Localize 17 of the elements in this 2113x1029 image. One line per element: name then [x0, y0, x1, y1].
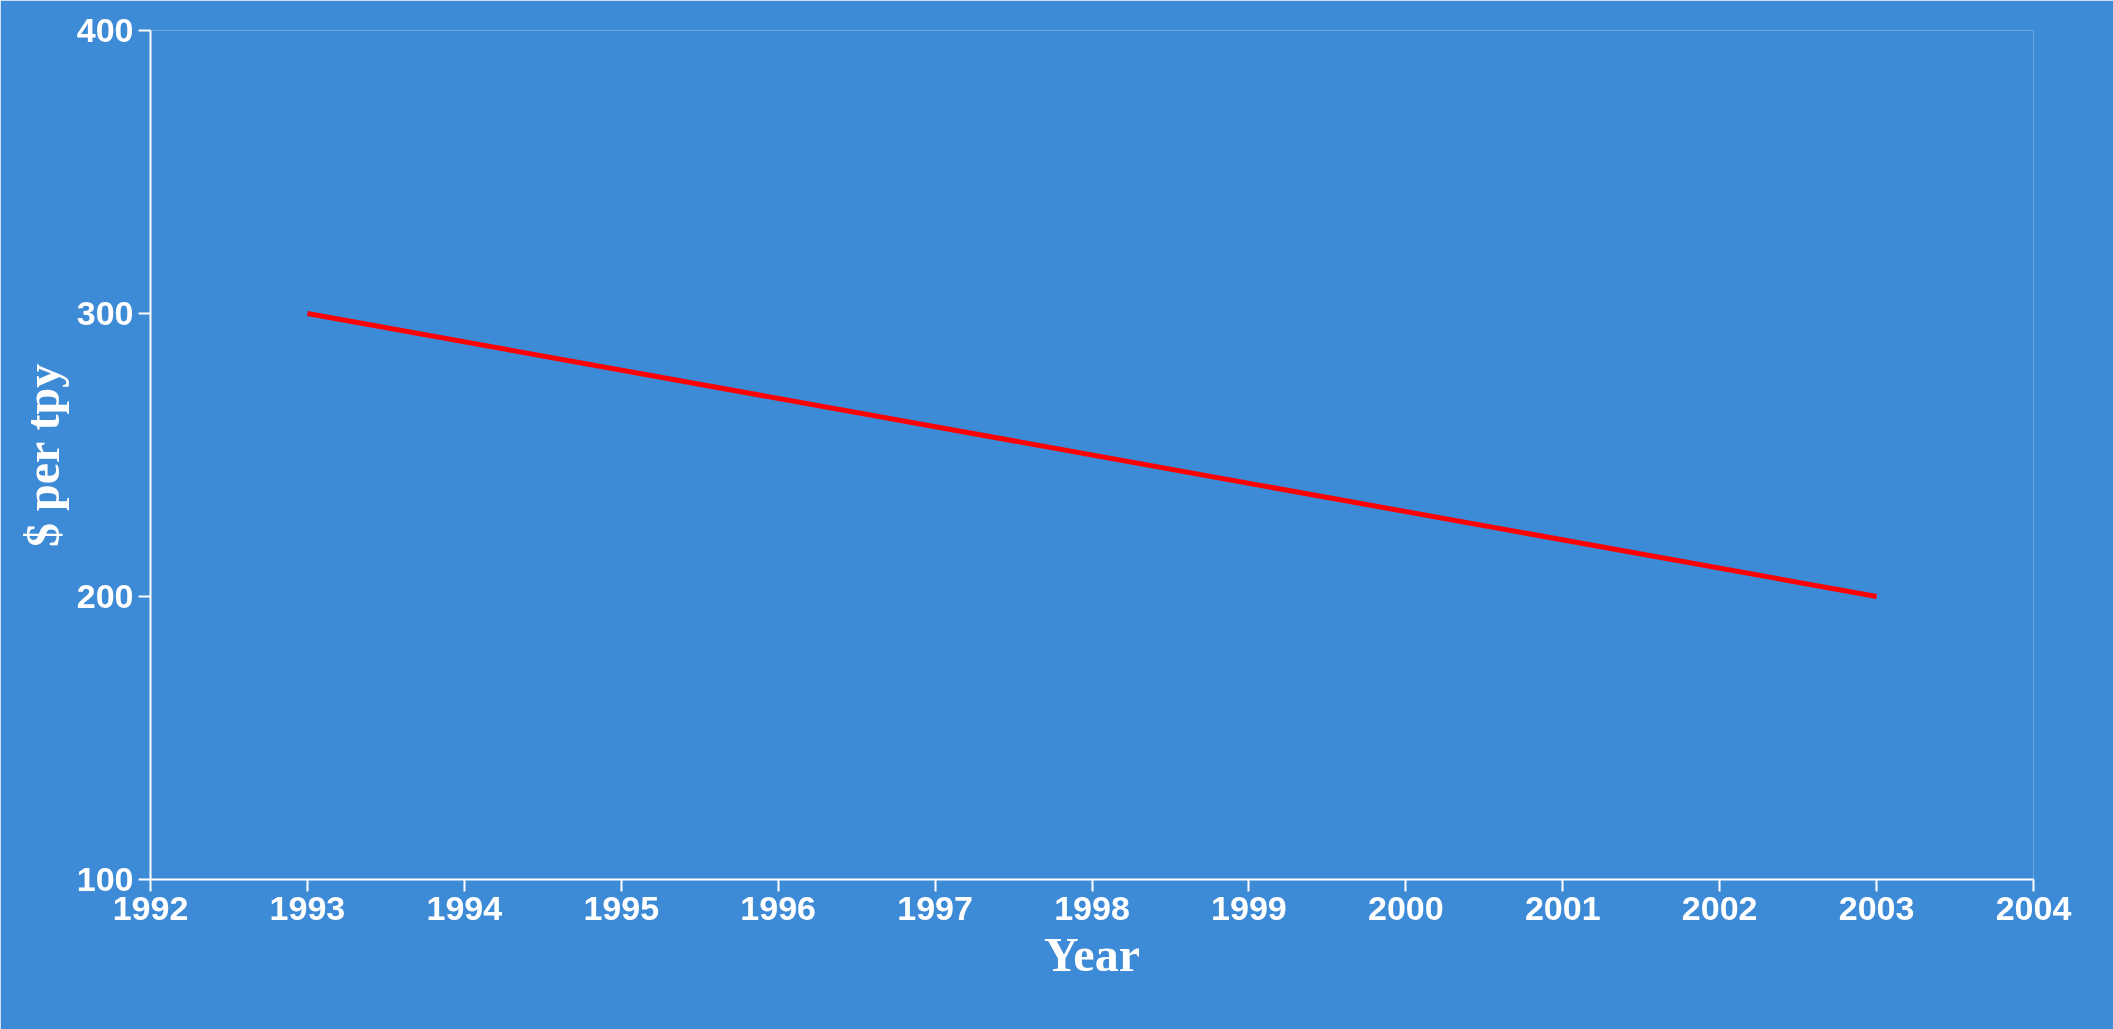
y-axis-title: $ per tpy [15, 363, 69, 547]
x-tick-label: 2003 [1838, 888, 1915, 927]
y-tick-label: 300 [76, 294, 134, 332]
x-tick-label: 1999 [1211, 888, 1287, 927]
x-tick-label: 2004 [1995, 888, 2072, 927]
x-axis-title: Year [1044, 927, 1140, 981]
x-tick-label: 2000 [1368, 888, 1444, 927]
x-tick-label: 1993 [269, 888, 346, 927]
x-tick-label: 1998 [1054, 888, 1130, 927]
y-tick-label: 200 [76, 577, 134, 615]
x-tick-label: 1994 [426, 888, 503, 927]
x-tick-label: 1996 [740, 888, 816, 927]
x-tick-label: 2001 [1524, 888, 1601, 927]
x-tick-label: 1997 [897, 888, 973, 927]
y-tick-label: 400 [76, 11, 134, 49]
x-tick-label: 1995 [583, 888, 660, 927]
x-tick-label: 2002 [1681, 888, 1758, 927]
